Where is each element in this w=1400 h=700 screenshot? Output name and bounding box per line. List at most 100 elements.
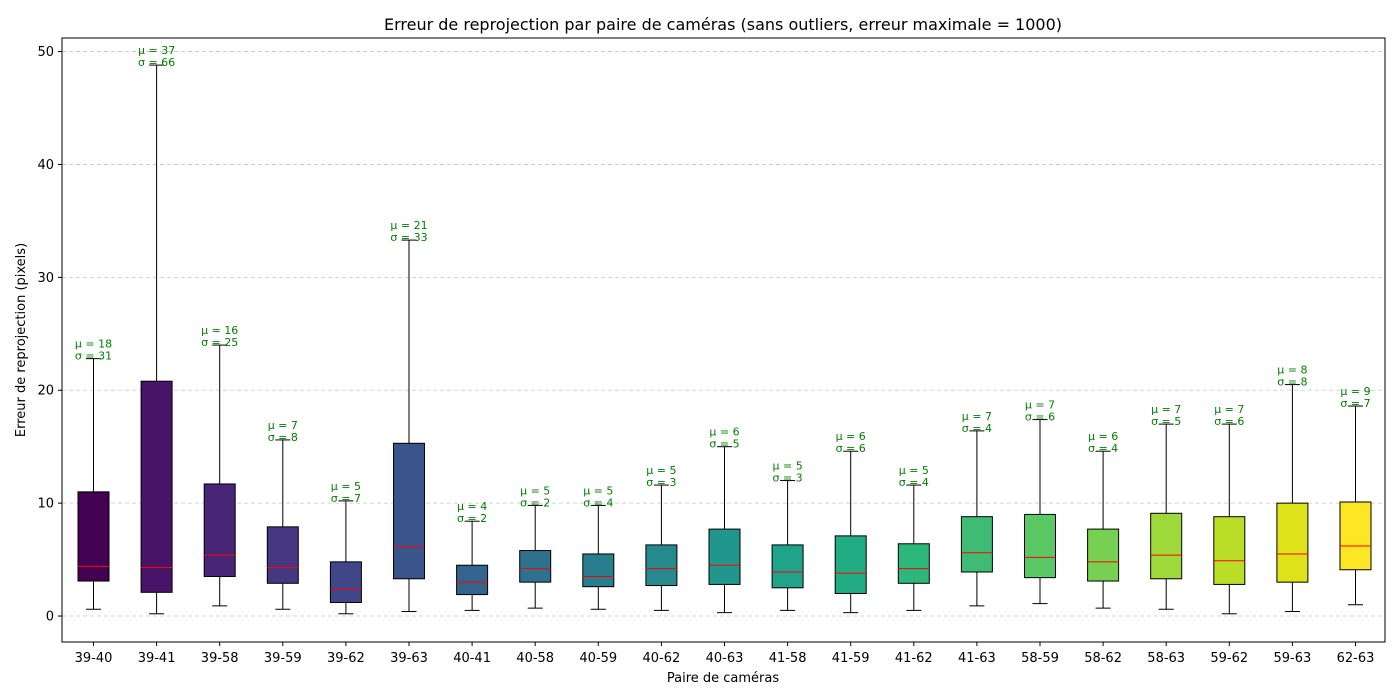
mean-annotation: μ = 5 bbox=[583, 484, 613, 497]
y-axis-label: Erreur de reprojection (pixels) bbox=[14, 243, 29, 437]
std-annotation: σ = 33 bbox=[390, 231, 427, 244]
x-tick-label: 58-63 bbox=[1147, 651, 1185, 666]
box-41-59 bbox=[834, 450, 867, 614]
std-annotation: σ = 6 bbox=[836, 442, 866, 455]
x-tick-label: 39-63 bbox=[390, 651, 428, 666]
x-tick-label: 40-58 bbox=[516, 651, 554, 666]
box-iqr bbox=[1339, 501, 1372, 571]
x-tick-label: 39-59 bbox=[264, 651, 302, 666]
x-tick-label: 40-63 bbox=[706, 651, 744, 666]
x-tick-label: 62-63 bbox=[1337, 651, 1375, 666]
y-tick-label: 40 bbox=[37, 158, 54, 173]
std-annotation: σ = 4 bbox=[899, 476, 929, 489]
mean-annotation: μ = 5 bbox=[772, 460, 802, 473]
std-annotation: σ = 8 bbox=[1277, 376, 1307, 389]
y-tick-label: 10 bbox=[37, 497, 54, 512]
box-iqr bbox=[771, 544, 804, 589]
box-iqr bbox=[1024, 513, 1056, 579]
y-tick-label: 0 bbox=[46, 610, 54, 625]
box-iqr bbox=[1276, 502, 1309, 583]
x-tick-label: 39-41 bbox=[138, 651, 176, 666]
box-iqr bbox=[1213, 516, 1246, 585]
box-iqr bbox=[1087, 528, 1120, 582]
box-39-40 bbox=[77, 358, 110, 610]
mean-annotation: μ = 21 bbox=[390, 219, 427, 232]
std-annotation: σ = 2 bbox=[520, 496, 550, 509]
box-iqr bbox=[645, 544, 678, 587]
box-iqr bbox=[393, 442, 425, 580]
box-iqr bbox=[1150, 512, 1183, 580]
box-39-59 bbox=[266, 439, 299, 610]
chart-title: Erreur de reprojection par paire de camé… bbox=[384, 15, 1062, 34]
std-annotation: σ = 3 bbox=[646, 476, 676, 489]
axes: 0 10 20 30 40 50 39-40 39-41 39-58 39-59 39-62 39-6… bbox=[37, 45, 1374, 666]
std-annotation: σ = 6 bbox=[1025, 411, 1055, 424]
mean-annotation: μ = 16 bbox=[201, 324, 238, 337]
y-tick-label: 50 bbox=[37, 45, 54, 60]
box-iqr bbox=[203, 483, 236, 578]
std-annotation: σ = 8 bbox=[268, 431, 298, 444]
x-tick-label: 58-62 bbox=[1084, 651, 1122, 666]
x-tick-label: 39-40 bbox=[75, 651, 113, 666]
box-iqr bbox=[519, 550, 552, 583]
box-62-63 bbox=[1339, 405, 1372, 606]
x-tick-label: 40-41 bbox=[453, 651, 491, 666]
std-annotation: σ = 2 bbox=[457, 512, 487, 525]
plot-frame bbox=[61, 37, 1386, 643]
std-annotation: σ = 5 bbox=[1151, 415, 1181, 428]
y-tick-label: 30 bbox=[37, 271, 54, 286]
box-iqr bbox=[960, 516, 993, 573]
mean-annotation: μ = 6 bbox=[1088, 430, 1118, 443]
box-iqr bbox=[456, 564, 489, 596]
std-annotation: σ = 5 bbox=[709, 438, 739, 451]
mean-annotation: μ = 7 bbox=[962, 410, 992, 423]
box-41-62 bbox=[897, 484, 930, 611]
mean-annotation: μ = 8 bbox=[1277, 364, 1307, 377]
mean-annotation: μ = 7 bbox=[1025, 399, 1055, 412]
mean-annotation: μ = 5 bbox=[646, 464, 676, 477]
std-annotation: σ = 4 bbox=[1088, 442, 1118, 455]
box-40-62 bbox=[645, 484, 678, 611]
x-tick-label: 58-59 bbox=[1021, 651, 1059, 666]
box-iqr bbox=[897, 543, 930, 584]
x-tick-label: 41-62 bbox=[895, 651, 933, 666]
box-41-58 bbox=[771, 480, 804, 611]
std-annotation: σ = 4 bbox=[583, 496, 613, 509]
y-tick-label: 20 bbox=[37, 384, 54, 399]
box-39-41 bbox=[140, 64, 173, 615]
std-annotation: σ = 66 bbox=[138, 56, 175, 69]
box-iqr bbox=[708, 528, 741, 585]
box-39-58 bbox=[203, 344, 236, 607]
std-annotation: σ = 3 bbox=[773, 472, 803, 485]
box-39-62 bbox=[329, 500, 362, 615]
std-annotation: σ = 25 bbox=[201, 336, 238, 349]
mean-annotation: μ = 7 bbox=[268, 419, 298, 432]
box-iqr bbox=[582, 553, 615, 588]
std-annotation: σ = 6 bbox=[1214, 415, 1244, 428]
box-58-63 bbox=[1150, 423, 1183, 610]
std-annotation: σ = 7 bbox=[331, 492, 361, 505]
x-tick-label: 59-63 bbox=[1274, 651, 1312, 666]
box-59-62 bbox=[1213, 423, 1246, 615]
box-58-59 bbox=[1024, 419, 1056, 605]
mean-annotation: μ = 9 bbox=[1340, 385, 1370, 398]
box-iqr bbox=[329, 561, 362, 603]
boxes bbox=[77, 64, 1372, 615]
box-40-58 bbox=[519, 504, 552, 609]
box-iqr bbox=[834, 535, 867, 594]
box-39-63 bbox=[393, 239, 425, 613]
box-41-63 bbox=[960, 430, 993, 607]
x-tick-label: 40-62 bbox=[643, 651, 681, 666]
mean-annotation: μ = 7 bbox=[1214, 403, 1244, 416]
box-40-41 bbox=[456, 520, 489, 611]
box-40-63 bbox=[708, 446, 741, 614]
box-iqr bbox=[140, 380, 173, 593]
box-58-62 bbox=[1087, 450, 1120, 609]
mean-annotation: μ = 4 bbox=[457, 500, 487, 513]
box-59-63 bbox=[1276, 384, 1309, 613]
mean-annotation: μ = 5 bbox=[331, 480, 361, 493]
x-tick-label: 41-58 bbox=[769, 651, 807, 666]
std-annotation: σ = 7 bbox=[1340, 397, 1370, 410]
std-annotation: σ = 4 bbox=[962, 422, 992, 435]
